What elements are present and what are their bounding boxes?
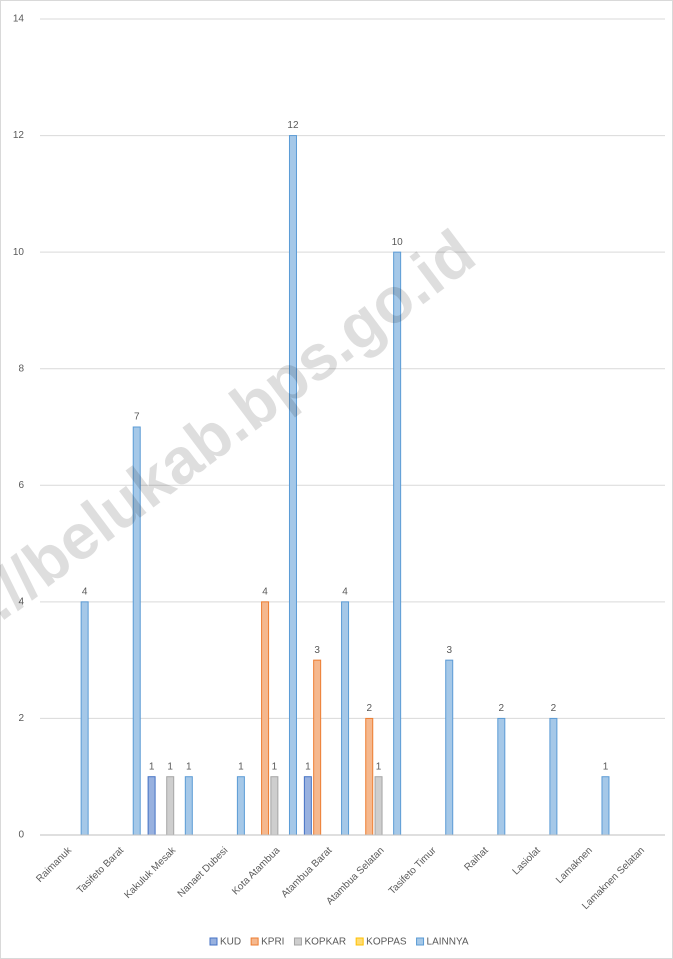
bar <box>601 776 610 836</box>
bar <box>445 659 454 836</box>
bar <box>236 776 245 836</box>
bar <box>261 601 270 836</box>
data-label: 4 <box>262 586 268 597</box>
y-tick-label: 12 <box>13 130 25 141</box>
data-label: 1 <box>305 761 311 772</box>
data-label: 1 <box>186 761 192 772</box>
y-tick-label: 14 <box>13 14 25 25</box>
legend-swatch <box>416 937 425 946</box>
bar <box>270 776 279 836</box>
bar <box>80 601 89 836</box>
data-label: 4 <box>342 586 348 597</box>
data-label: 1 <box>167 761 173 772</box>
data-label: 1 <box>238 761 244 772</box>
bar <box>374 776 383 836</box>
data-label: 2 <box>499 703 505 714</box>
legend-label: KUD <box>220 937 241 948</box>
bar <box>166 776 175 836</box>
bar <box>341 601 350 836</box>
legend-swatch <box>209 937 218 946</box>
data-label: 3 <box>314 645 320 656</box>
bar <box>549 717 558 836</box>
data-label: 3 <box>446 645 452 656</box>
bar <box>184 776 193 836</box>
bar <box>365 717 374 836</box>
data-label: 10 <box>392 237 404 248</box>
legend-label: KOPPAS <box>366 937 407 948</box>
bar <box>147 776 156 836</box>
data-label: 1 <box>149 761 155 772</box>
legend-label: LAINNYA <box>427 937 469 948</box>
data-label: 2 <box>551 703 557 714</box>
legend-swatch <box>355 937 364 946</box>
legend-label: KPRI <box>261 937 284 948</box>
y-tick-label: 2 <box>18 713 24 724</box>
data-label: 1 <box>376 761 382 772</box>
bar <box>303 776 312 836</box>
data-label: 7 <box>134 412 140 423</box>
legend-swatch <box>293 937 302 946</box>
data-label: 1 <box>272 761 278 772</box>
y-tick-label: 6 <box>18 480 24 491</box>
bar <box>497 717 506 836</box>
y-tick-label: 8 <box>18 363 24 374</box>
data-label: 1 <box>603 761 609 772</box>
y-tick-label: 0 <box>18 830 24 841</box>
y-tick-label: 10 <box>13 247 25 258</box>
bar <box>288 135 297 836</box>
data-label: 2 <box>366 703 372 714</box>
data-label: 4 <box>82 586 88 597</box>
legend-swatch <box>250 937 259 946</box>
data-label: 12 <box>287 120 299 131</box>
legend-label: KOPKAR <box>304 937 346 948</box>
bar <box>313 659 322 836</box>
y-tick-label: 4 <box>18 596 24 607</box>
